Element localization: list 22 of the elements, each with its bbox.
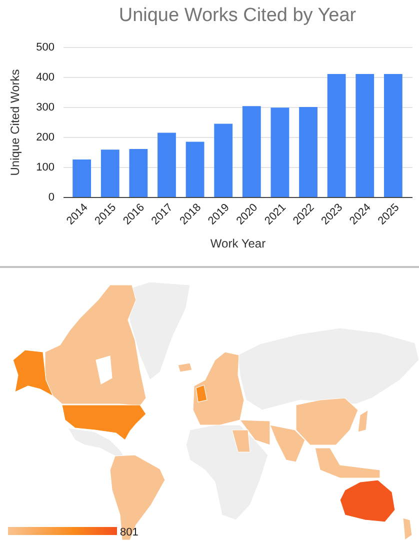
chart-title: Unique Works Cited by Year xyxy=(118,5,357,26)
y-tick-label: 400 xyxy=(36,72,54,84)
bar xyxy=(186,142,204,197)
bar xyxy=(242,106,261,197)
x-axis-title: Work Year xyxy=(210,236,266,251)
y-tick-label: 100 xyxy=(36,162,54,174)
bar xyxy=(100,150,120,197)
y-tick-label: 200 xyxy=(36,132,54,144)
bar xyxy=(158,132,176,197)
y-axis-title: Unique Cited Works xyxy=(8,69,22,176)
bar xyxy=(270,108,290,197)
bar xyxy=(299,107,318,197)
bar xyxy=(214,124,233,197)
y-tick-label: 500 xyxy=(36,42,54,54)
bar xyxy=(327,74,346,197)
bar xyxy=(384,74,402,197)
bar xyxy=(72,160,92,197)
text: 801 xyxy=(120,526,138,538)
y-tick-label: 300 xyxy=(36,102,54,114)
y-tick-label: 0 xyxy=(48,192,54,204)
bar xyxy=(129,149,148,197)
bar xyxy=(356,74,374,197)
